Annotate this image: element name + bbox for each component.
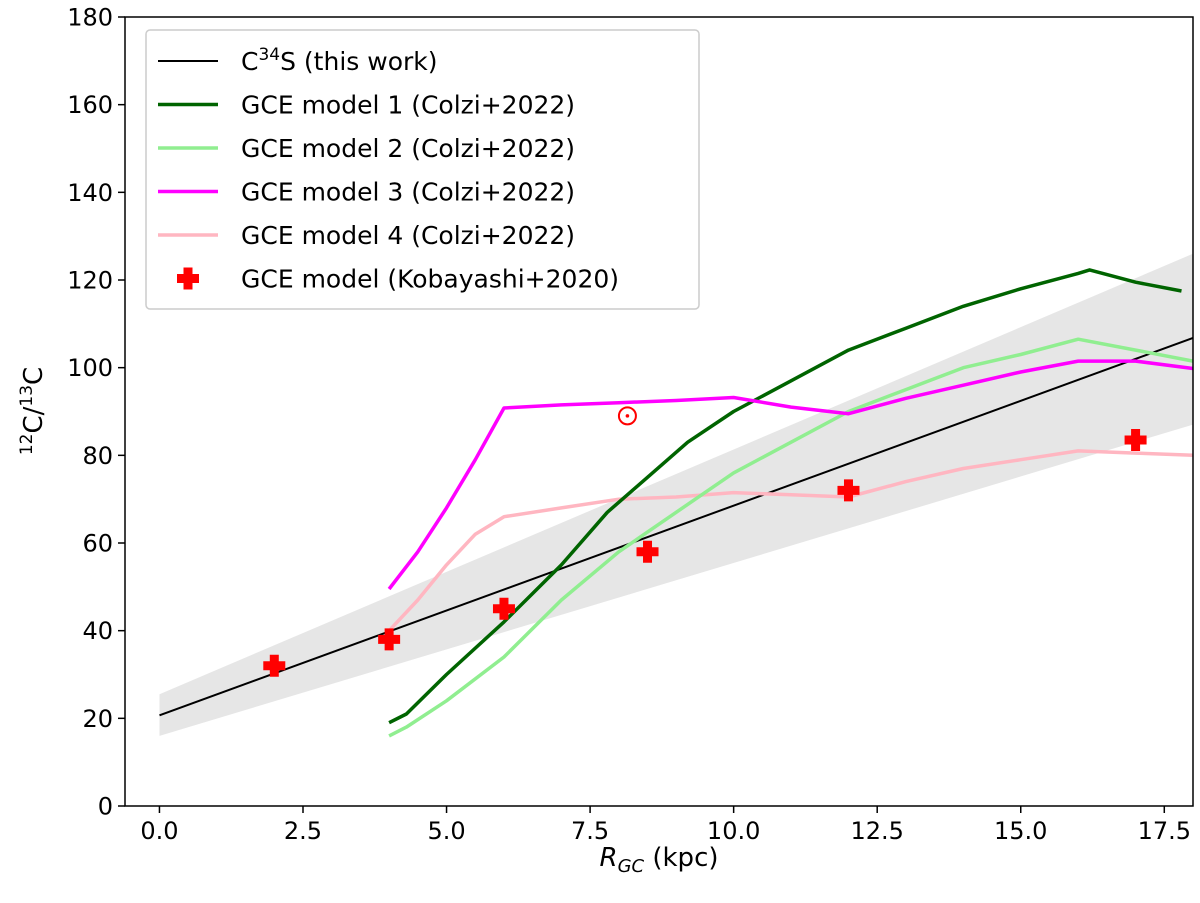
y-tick-label: 180 [67, 4, 113, 32]
legend-label-gce-model-4: GCE model 4 (Colzi+2022) [241, 221, 575, 250]
fit-uncertainty-band [159, 253, 1193, 736]
series-line-gce-model-4 [387, 449, 1194, 632]
x-tick-label: 2.5 [284, 817, 322, 845]
legend-swatch-kobayashi [177, 267, 199, 290]
series-line-gce-model-2 [388, 337, 1194, 738]
y-tick-label: 0 [98, 793, 113, 821]
x-axis-ticks: 0.0 2.5 5.0 7.5 10.0 12.5 15.0 17.5 [140, 806, 1191, 845]
legend-label-gce-model-3: GCE model 3 (Colzi+2022) [241, 178, 575, 207]
x-tick-label: 0.0 [140, 817, 178, 845]
y-tick-label: 40 [82, 617, 113, 645]
y-tick-label: 80 [82, 442, 113, 470]
series-layer [159, 268, 1194, 738]
x-tick-label: 12.5 [850, 817, 903, 845]
legend-label-c34s-fit: C34S (this work) [241, 45, 438, 76]
kobayashi-point-1 [263, 654, 286, 677]
y-tick-label: 60 [82, 530, 113, 558]
series-line-gce-model-1 [388, 268, 1182, 725]
y-tick-label: 120 [67, 267, 113, 295]
kobayashi-point-4 [636, 540, 659, 563]
kobayashi-point-3 [492, 597, 515, 620]
marker-layer [263, 406, 1147, 677]
legend: C34S (this work) GCE model 1 (Colzi+2022)… [145, 29, 700, 310]
y-tick-label: 160 [67, 91, 113, 119]
x-axis-label: RGC (kpc) [599, 843, 718, 877]
plot-frame [124, 16, 1194, 807]
x-tick-label: 15.0 [994, 817, 1047, 845]
legend-label-gce-model-2: GCE model 2 (Colzi+2022) [241, 134, 575, 163]
series-line-c34s-fit [159, 336, 1194, 717]
legend-label-kobayashi: GCE model (Kobayashi+2020) [241, 265, 619, 294]
y-tick-label: 20 [82, 705, 113, 733]
y-axis-ticks: 0 20 40 60 80 100 120 140 160 180 [67, 4, 125, 821]
x-tick-label: 10.0 [707, 817, 760, 845]
x-tick-label: 7.5 [571, 817, 609, 845]
sun-symbol-dot [625, 414, 630, 418]
kobayashi-point-5 [837, 479, 860, 502]
y-axis-label: 12C/13C [17, 367, 49, 455]
x-tick-label: 17.5 [1138, 817, 1191, 845]
y-tick-label: 100 [67, 354, 113, 382]
legend-label-gce-model-1: GCE model 1 (Colzi+2022) [241, 91, 575, 120]
sun-symbol-ring [617, 406, 637, 426]
kobayashi-point-2 [378, 628, 401, 651]
kobayashi-point-6 [1124, 428, 1147, 451]
x-tick-label: 5.0 [427, 817, 465, 845]
fit-uncertainty-band-layer [159, 253, 1193, 736]
series-line-gce-model-3 [387, 359, 1194, 591]
y-tick-label: 140 [67, 179, 113, 207]
legend-box [145, 29, 700, 310]
